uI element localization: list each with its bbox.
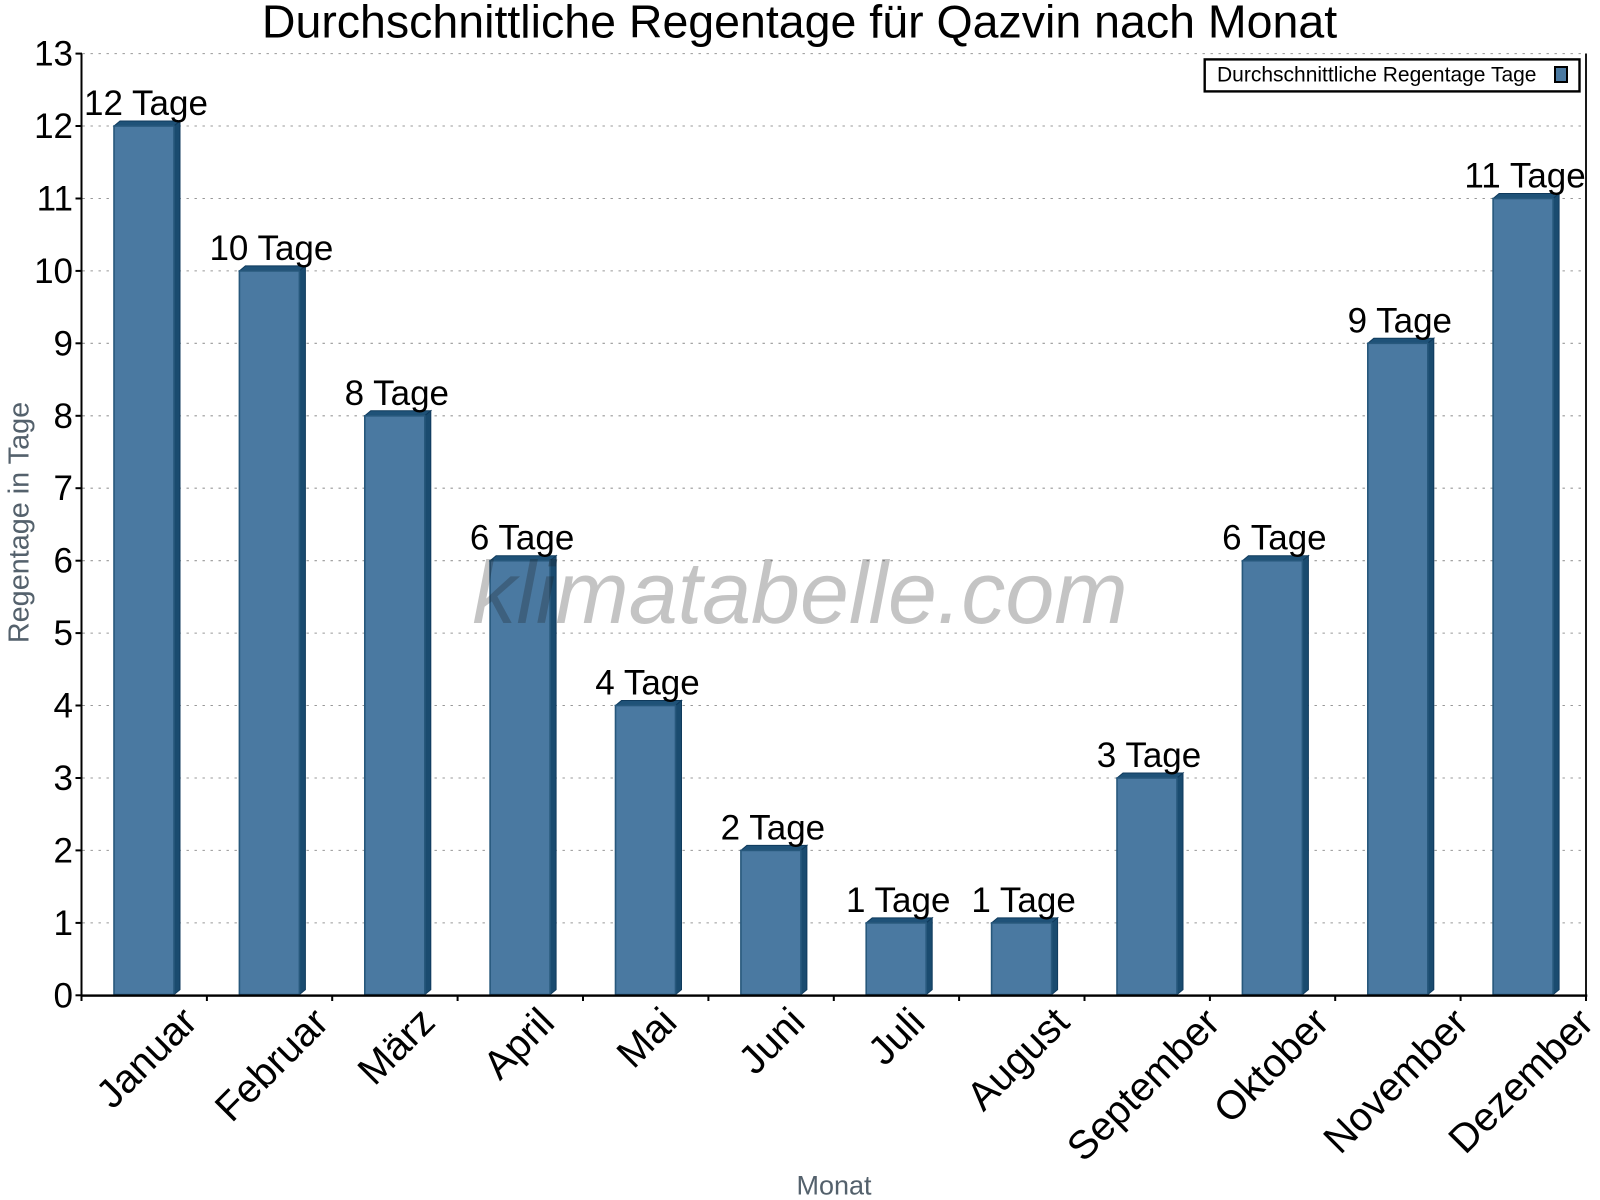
svg-text:klimatabelle.com: klimatabelle.com [472, 543, 1127, 642]
svg-text:0: 0 [54, 976, 73, 1015]
svg-text:Regentage in Tage: Regentage in Tage [4, 402, 36, 643]
svg-text:13: 13 [34, 35, 73, 74]
svg-text:3: 3 [54, 759, 73, 798]
svg-text:9: 9 [54, 324, 73, 363]
svg-text:7: 7 [54, 469, 73, 508]
svg-text:4 Tage: 4 Tage [595, 664, 699, 703]
svg-text:3 Tage: 3 Tage [1097, 736, 1201, 775]
svg-text:9 Tage: 9 Tage [1348, 301, 1452, 340]
svg-text:8 Tage: 8 Tage [345, 374, 449, 413]
svg-text:1: 1 [54, 904, 73, 943]
svg-text:6 Tage: 6 Tage [1222, 519, 1326, 558]
svg-text:6 Tage: 6 Tage [470, 519, 574, 558]
svg-text:5: 5 [54, 614, 73, 653]
svg-text:6: 6 [54, 542, 73, 581]
svg-text:Durchschnittliche Regentage Ta: Durchschnittliche Regentage Tage [1217, 64, 1536, 87]
svg-text:11: 11 [37, 180, 73, 219]
svg-text:Durchschnittliche Regentage fü: Durchschnittliche Regentage für Qazvin n… [262, 0, 1337, 48]
svg-text:2 Tage: 2 Tage [721, 808, 825, 847]
svg-text:10 Tage: 10 Tage [209, 229, 333, 268]
svg-text:1 Tage: 1 Tage [846, 881, 950, 920]
svg-text:11 Tage: 11 Tage [1464, 157, 1585, 196]
svg-text:1 Tage: 1 Tage [971, 881, 1075, 920]
svg-text:12 Tage: 12 Tage [84, 84, 208, 123]
svg-text:12: 12 [34, 107, 73, 146]
svg-text:10: 10 [34, 252, 73, 291]
svg-text:4: 4 [54, 687, 73, 726]
svg-text:Monat: Monat [796, 1170, 872, 1200]
svg-text:8: 8 [54, 397, 73, 436]
svg-text:2: 2 [54, 831, 73, 870]
